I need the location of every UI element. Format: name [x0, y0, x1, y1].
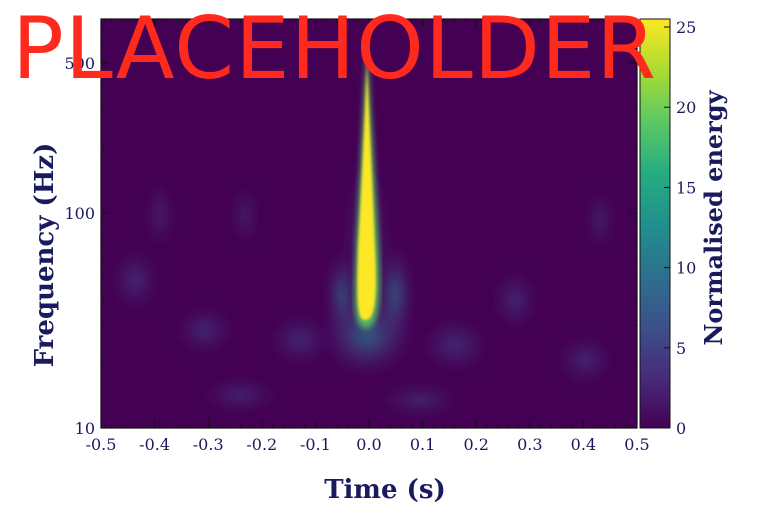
y-tick-label: 500: [64, 54, 95, 73]
y-tick-label: 10: [75, 419, 95, 438]
y-axis-title: Frequency (Hz): [30, 143, 60, 368]
colorbar-tick-label: 10: [676, 259, 696, 278]
energy-field: [101, 19, 622, 414]
x-tick-label: -0.5: [86, 435, 117, 454]
x-tick-label: 0.2: [463, 435, 488, 454]
x-tick-label: -0.3: [193, 435, 224, 454]
background-streaks: [101, 19, 622, 375]
x-axis-title: Time (s): [324, 475, 446, 505]
x-tick-label: -0.2: [246, 435, 277, 454]
x-tick-label: 0.1: [410, 435, 435, 454]
placeholder-watermark: PLACEHOLDER: [12, 0, 657, 99]
colorbar-tick-label: 0: [676, 419, 686, 438]
y-axis: 10 100 500: [64, 18, 637, 438]
colorbar: [639, 18, 671, 429]
x-tick-label: -0.4: [139, 435, 170, 454]
colorbar-title: Normalised energy: [699, 89, 728, 345]
colorbar-axis: 0 5 10 15 20 25: [664, 18, 696, 438]
low-frequency-noise: [113, 181, 611, 414]
x-axis: -0.5 -0.4 -0.3 -0.2 -0.1 0.0 0.1 0.2 0.3 0.4 0.5: [86, 19, 650, 454]
x-tick-label: 0.4: [571, 435, 596, 454]
y-tick-label: 100: [64, 204, 95, 223]
x-tick-label: -0.1: [300, 435, 331, 454]
x-tick-label: 0.3: [517, 435, 542, 454]
x-tick-label: 0.0: [356, 435, 381, 454]
x-tick-label: 0.5: [624, 435, 649, 454]
chirp-track: [354, 45, 381, 329]
colorbar-tick-label: 15: [676, 178, 696, 197]
colorbar-tick-label: 5: [676, 339, 686, 358]
colorbar-tick-label: 20: [676, 98, 696, 117]
colorbar-tick-label: 25: [676, 18, 696, 37]
